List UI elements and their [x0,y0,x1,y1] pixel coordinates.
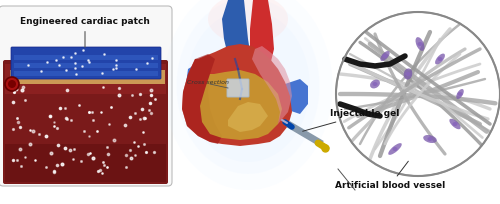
Ellipse shape [370,80,380,89]
Ellipse shape [438,57,442,61]
Text: Injectable gel: Injectable gel [302,110,400,131]
Ellipse shape [458,92,462,96]
FancyBboxPatch shape [0,6,172,186]
Polygon shape [222,0,252,89]
Ellipse shape [164,0,332,190]
Ellipse shape [452,122,458,126]
Circle shape [5,77,19,91]
Ellipse shape [176,0,320,174]
Ellipse shape [388,143,402,155]
Ellipse shape [428,137,432,141]
Ellipse shape [406,72,410,76]
Bar [14,71,158,76]
Text: Engineered cardiac patch: Engineered cardiac patch [20,17,150,47]
Ellipse shape [380,51,390,61]
Ellipse shape [418,42,422,46]
Ellipse shape [456,89,464,99]
Polygon shape [200,70,282,140]
Ellipse shape [450,119,460,129]
Bar [10,70,165,84]
FancyBboxPatch shape [11,47,161,79]
Bar [5,64,166,94]
Ellipse shape [423,135,437,143]
Text: Cross section: Cross section [187,80,229,84]
Text: Artificial blood vessel: Artificial blood vessel [335,161,445,190]
Polygon shape [252,46,292,124]
Ellipse shape [416,37,424,51]
Bar [14,63,158,68]
Polygon shape [182,44,292,146]
Circle shape [336,12,500,176]
Polygon shape [250,0,274,79]
Ellipse shape [382,54,388,58]
Ellipse shape [392,147,398,151]
Polygon shape [228,102,268,132]
Circle shape [8,80,16,88]
Ellipse shape [372,82,378,86]
Polygon shape [5,144,166,182]
Polygon shape [182,54,222,144]
FancyBboxPatch shape [227,79,249,97]
Ellipse shape [404,68,412,80]
Ellipse shape [208,0,288,44]
Polygon shape [280,79,308,114]
Bar [14,55,158,60]
Ellipse shape [186,10,310,162]
Ellipse shape [435,54,445,64]
Polygon shape [186,64,210,109]
FancyBboxPatch shape [3,60,168,184]
